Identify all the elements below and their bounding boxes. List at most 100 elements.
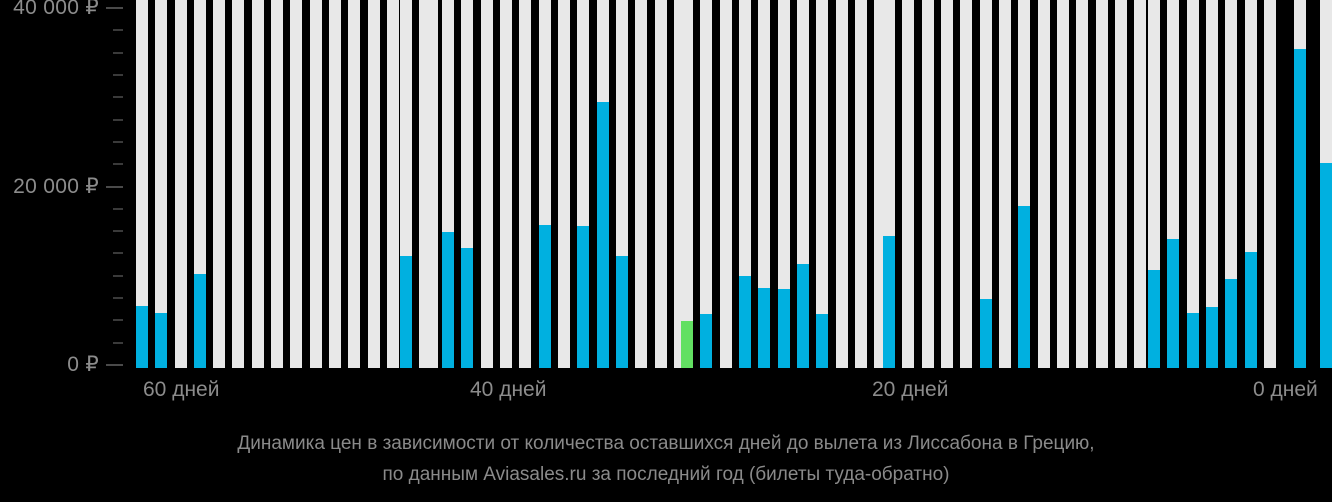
bar-column[interactable] <box>481 0 493 368</box>
bar-fill[interactable] <box>700 314 712 368</box>
bar-column[interactable] <box>681 0 693 368</box>
bar-column[interactable] <box>597 0 609 368</box>
bar-track <box>922 0 934 368</box>
bar-column[interactable] <box>442 0 454 368</box>
bar-fill[interactable] <box>739 276 751 368</box>
bar-column[interactable] <box>1167 0 1179 368</box>
bar-fill[interactable] <box>1225 278 1237 368</box>
bar-fill[interactable] <box>461 247 473 368</box>
bar-column[interactable] <box>1076 0 1088 368</box>
bar-fill[interactable] <box>816 314 828 368</box>
bar-column[interactable] <box>836 0 848 368</box>
bar-column[interactable] <box>194 0 206 368</box>
bar-column[interactable] <box>1225 0 1237 368</box>
bar-column[interactable] <box>558 0 570 368</box>
tick-mark <box>113 140 123 143</box>
bar-fill[interactable] <box>1320 162 1332 368</box>
bar-column[interactable] <box>1038 0 1050 368</box>
bar-column[interactable] <box>778 0 790 368</box>
bar-fill[interactable] <box>194 274 206 368</box>
bar-track <box>758 0 770 368</box>
bar-column[interactable] <box>739 0 751 368</box>
bar-column[interactable] <box>175 0 187 368</box>
tick-mark <box>113 252 123 255</box>
bar-column[interactable] <box>1115 0 1127 368</box>
bar-column[interactable] <box>797 0 809 368</box>
bar-column[interactable] <box>290 0 302 368</box>
bar-column[interactable] <box>1264 0 1276 368</box>
bar-column[interactable] <box>616 0 628 368</box>
bar-fill[interactable] <box>1187 312 1199 368</box>
bar-column[interactable] <box>329 0 341 368</box>
bar-fill[interactable] <box>597 102 609 368</box>
bar-column[interactable] <box>1206 0 1218 368</box>
bar-column[interactable] <box>348 0 360 368</box>
bar-fill[interactable] <box>778 288 790 368</box>
bar-column[interactable] <box>816 0 828 368</box>
bar-column[interactable] <box>1187 0 1199 368</box>
bar-column[interactable] <box>213 0 225 368</box>
bar-column[interactable] <box>635 0 647 368</box>
bar-column[interactable] <box>461 0 473 368</box>
bar-column[interactable] <box>310 0 322 368</box>
bar-column[interactable] <box>271 0 283 368</box>
bar-track <box>252 0 264 368</box>
bar-fill[interactable] <box>616 256 628 368</box>
bar-fill[interactable] <box>1167 239 1179 368</box>
bar-column[interactable] <box>426 0 438 368</box>
bar-column[interactable] <box>519 0 531 368</box>
bar-column[interactable] <box>500 0 512 368</box>
bar-fill[interactable] <box>1245 251 1257 368</box>
bar-column[interactable] <box>539 0 551 368</box>
bar-fill[interactable] <box>442 232 454 368</box>
bar-column[interactable] <box>136 0 148 368</box>
bar-column[interactable] <box>387 0 399 368</box>
bar-column[interactable] <box>1148 0 1160 368</box>
bar-fill[interactable] <box>1206 307 1218 368</box>
bar-column[interactable] <box>758 0 770 368</box>
bar-column[interactable] <box>999 0 1011 368</box>
bar-fill[interactable] <box>136 305 148 368</box>
bar-fill[interactable] <box>797 263 809 368</box>
x-axis-tick-label: 0 дней <box>1253 378 1318 401</box>
bar-track <box>481 0 493 368</box>
bar-column[interactable] <box>368 0 380 368</box>
bar-column[interactable] <box>1057 0 1069 368</box>
bar-column[interactable] <box>1245 0 1257 368</box>
bar-track <box>271 0 283 368</box>
bar-column[interactable] <box>855 0 867 368</box>
bar-fill[interactable] <box>1018 205 1030 368</box>
bar-fill[interactable] <box>758 287 770 368</box>
bar-column[interactable] <box>1018 0 1030 368</box>
bar-column[interactable] <box>1096 0 1108 368</box>
bar-column[interactable] <box>980 0 992 368</box>
bar-track <box>1057 0 1069 368</box>
bar-column[interactable] <box>720 0 732 368</box>
bar-fill[interactable] <box>980 299 992 368</box>
bar-fill[interactable] <box>155 312 167 368</box>
bar-column[interactable] <box>941 0 953 368</box>
bar-column[interactable] <box>577 0 589 368</box>
bar-column[interactable] <box>232 0 244 368</box>
bar-column[interactable] <box>655 0 667 368</box>
bar-fill[interactable] <box>883 235 895 368</box>
bar-column[interactable] <box>883 0 895 368</box>
bar-fill[interactable] <box>539 225 551 368</box>
bar-column[interactable] <box>922 0 934 368</box>
bar-fill[interactable] <box>400 255 412 368</box>
bar-column[interactable] <box>1294 0 1306 368</box>
bar-column[interactable] <box>155 0 167 368</box>
bar-fill[interactable] <box>1148 269 1160 368</box>
bar-column[interactable] <box>1320 0 1332 368</box>
bar-column[interactable] <box>902 0 914 368</box>
bar-fill-highlighted[interactable] <box>681 320 693 368</box>
bar-column[interactable] <box>960 0 972 368</box>
bar-column[interactable] <box>400 0 412 368</box>
bar-track <box>739 0 751 368</box>
bar-fill[interactable] <box>577 226 589 368</box>
bar-column[interactable] <box>1134 0 1146 368</box>
bar-column[interactable] <box>252 0 264 368</box>
bar-column[interactable] <box>700 0 712 368</box>
bar-fill[interactable] <box>1294 49 1306 368</box>
caption-line-1: Динамика цен в зависимости от количества… <box>237 433 1095 454</box>
